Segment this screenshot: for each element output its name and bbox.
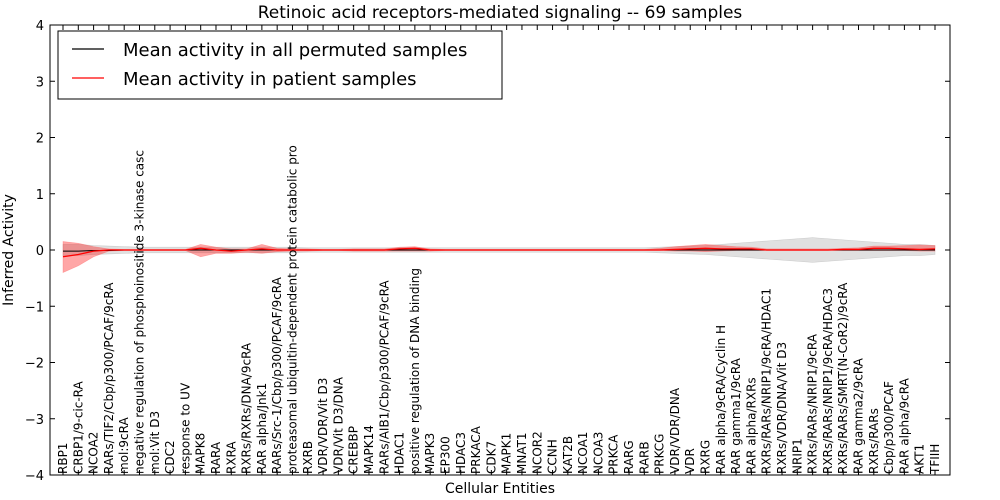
x-axis: RBP1 CRBP1/9-cic-RA NCOA2 RARs/TIF2/Cbp/p30…	[56, 25, 942, 475]
x-category-label: MAPK14	[362, 425, 376, 474]
x-category-label: MNAT1	[515, 432, 529, 474]
y-tick-label: 3	[36, 75, 44, 90]
x-category-label: CDC2	[163, 440, 177, 474]
x-category-label: positive regulation of DNA binding	[408, 268, 422, 474]
x-category-label: RAR alpha/RXRs	[744, 377, 758, 474]
x-axis-label: Cellular Entities	[445, 481, 555, 497]
x-category-label: Cbp/p300/PCAF	[882, 381, 896, 474]
x-category-label: HDAC1	[393, 432, 407, 474]
x-category-label: RARs/AIB1/Cbp/p300/PCAF/9cRA	[377, 280, 391, 474]
confidence-bands	[62, 237, 936, 273]
x-category-label: RXRB	[301, 441, 315, 474]
x-category-label: RXRs/RXRs/DNA/9cRA	[240, 342, 254, 474]
x-category-label: AKT1	[913, 444, 927, 474]
series-lines	[62, 247, 936, 258]
series-line-patient	[62, 247, 936, 258]
x-category-label: RXRs/RARs	[867, 408, 881, 474]
legend-label-permuted: Mean activity in all permuted samples	[123, 40, 467, 61]
y-tick-label: 4	[36, 19, 44, 34]
x-category-label: KAT2B	[561, 436, 575, 474]
x-category-label: response to UV	[178, 382, 192, 474]
x-category-label: NCOR2	[530, 431, 544, 474]
y-tick-label: −2	[25, 357, 44, 372]
x-category-label: CRBP1/9-cic-RA	[71, 380, 85, 474]
x-category-label: NCOA2	[87, 432, 101, 474]
y-tick-label: 0	[36, 244, 44, 259]
x-category-label: RARB	[637, 441, 651, 474]
y-axis-label: Inferred Activity	[1, 194, 17, 306]
x-category-label: mol:9cRA	[117, 417, 131, 474]
x-category-label: RXRA	[224, 441, 238, 474]
y-tick-label: −4	[25, 469, 44, 484]
x-category-label: RARG	[622, 440, 636, 474]
x-category-label: RAR alpha/Jnk1	[255, 383, 269, 474]
x-category-label: NCOA1	[576, 432, 590, 474]
y-tick-label: 1	[36, 188, 44, 203]
x-category-label: EP300	[438, 436, 452, 474]
x-category-label: RARA	[209, 441, 223, 474]
x-category-label: RAR gamma2/9cRA	[852, 357, 866, 474]
x-category-label: VDR	[683, 448, 697, 474]
x-category-label: TFIIH	[928, 444, 942, 475]
y-tick-label: 2	[36, 132, 44, 147]
x-category-label: RAR alpha/9cRA/Cyclin H	[714, 325, 728, 474]
legend-label-patient: Mean activity in patient samples	[123, 69, 417, 90]
y-axis: −4 −3 −2 −1 0 1 2 3 4	[25, 19, 950, 484]
x-category-label: RAR alpha/9cRA	[897, 377, 911, 474]
legend-box	[57, 30, 503, 100]
x-category-label: PRKCA	[607, 434, 621, 474]
x-category-label: RXRs/RARs/NRIP1/9cRA/HDAC1	[760, 288, 774, 474]
x-category-label: mol:Vit D3	[148, 411, 162, 474]
x-category-label: negative regulation of phosphoinositide …	[132, 150, 146, 474]
x-category-label: NCOA3	[591, 432, 605, 474]
x-category-label: VDR/VDR/DNA	[668, 387, 682, 474]
x-category-label: RXRG	[699, 440, 713, 474]
x-category-label: PRKCG	[653, 434, 667, 474]
x-category-label: RXRs/RARs/NRIP1/9cRA/HDAC3	[821, 288, 835, 474]
x-category-label: PRKACA	[469, 425, 483, 474]
x-category-label: MAPK8	[194, 433, 208, 474]
x-category-label: RXRs/RARs/SMRT(N-CoR2)/9cRA	[836, 282, 850, 474]
x-category-label: proteasomal ubiquitin-dependent protein …	[285, 145, 299, 474]
x-category-label: RAR gamma1/9cRA	[729, 357, 743, 474]
legend: Mean activity in all permuted samples Me…	[57, 30, 503, 100]
x-category-label: RBP1	[56, 443, 70, 474]
x-category-label: NRIP1	[790, 438, 804, 474]
x-category-label: RARs/TIF2/Cbp/p300/PCAF/9cRA	[102, 282, 116, 474]
x-category-label: RARs/Src-1/Cbp/p300/PCAF/9cRA	[270, 276, 284, 474]
x-category-label: RXRs/RARs/NRIP1/9cRA	[806, 333, 820, 474]
x-category-label: VDR/Vit D3/DNA	[331, 376, 345, 474]
x-category-label: VDR/VDR/Vit D3	[316, 378, 330, 474]
y-tick-label: −3	[25, 413, 44, 428]
x-category-label: CCNH	[546, 439, 560, 474]
x-category-label: CDK7	[484, 441, 498, 474]
x-category-label: RXRs/VDR/DNA/Vit D3	[775, 342, 789, 474]
x-category-label: MAPK1	[500, 433, 514, 474]
y-tick-label: −1	[25, 300, 44, 315]
x-category-label: HDAC3	[454, 432, 468, 474]
x-category-label: CREBBP	[347, 426, 361, 474]
chart-title: Retinoic acid receptors-mediated signali…	[258, 3, 743, 23]
x-category-label: MAPK3	[423, 433, 437, 474]
